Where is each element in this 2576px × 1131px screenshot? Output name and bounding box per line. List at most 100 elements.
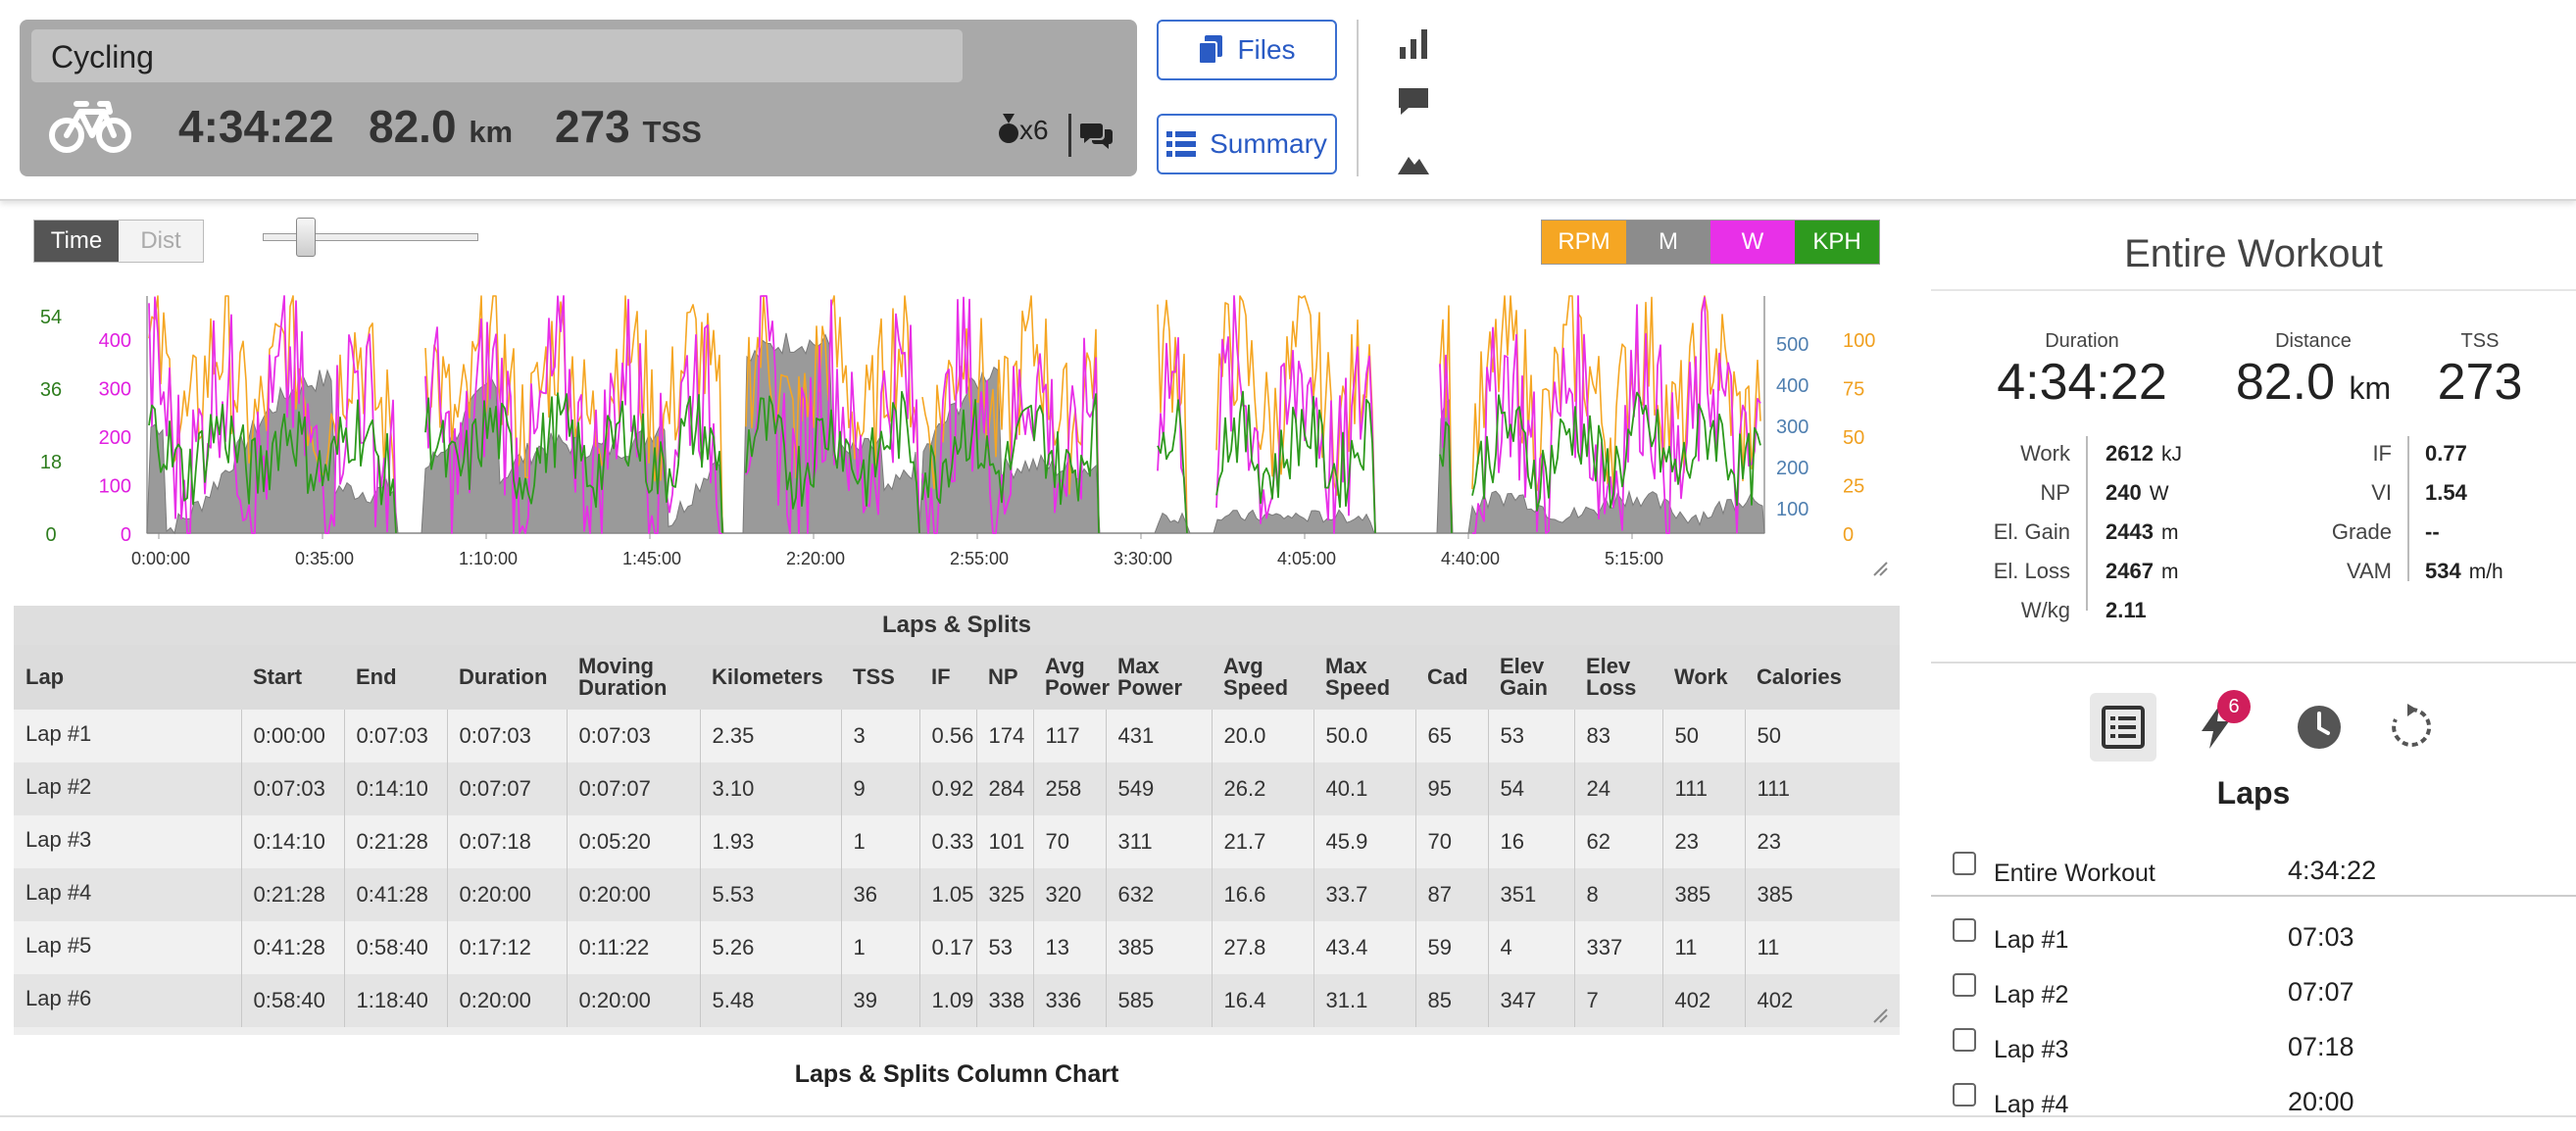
comments-icon[interactable] (1080, 118, 1114, 151)
lap-name: Entire Workout (1994, 860, 2155, 887)
elevation-icon[interactable] (1396, 145, 1431, 180)
table-cell: 24 (1573, 762, 1662, 815)
legend-power[interactable]: W (1710, 221, 1795, 264)
legend-speed[interactable]: KPH (1795, 221, 1879, 264)
laps-item[interactable]: Lap #1 07:03 (1953, 914, 2576, 954)
ew-stat-unit: W (2149, 482, 2169, 505)
workout-chart[interactable]: 0 18 36 54 0 100 200 300 400 100 200 300 400 500 0 25 50… (0, 274, 1902, 588)
lap-name-cell: Lap #5 (14, 921, 241, 974)
table-cell: 95 (1414, 762, 1488, 815)
column-header[interactable]: Max Speed (1313, 645, 1415, 710)
legend-rpm[interactable]: RPM (1542, 221, 1626, 264)
elevation-axis-tick: 100 (1776, 499, 1808, 520)
column-header[interactable]: Avg Speed (1212, 645, 1313, 710)
lap-time: 07:07 (2288, 977, 2354, 1007)
lap-checkbox[interactable] (1953, 1028, 1976, 1052)
column-header[interactable]: Kilometers (700, 645, 841, 710)
laps-splits-title: Laps & Splits (14, 606, 1900, 645)
summary-button[interactable]: Summary (1157, 114, 1337, 174)
column-header[interactable]: Avg Power (1033, 645, 1110, 710)
table-cell: 258 (1032, 762, 1106, 815)
table-cell: 0:20:00 (566, 974, 700, 1027)
files-button[interactable]: Files (1157, 20, 1337, 80)
table-cell: 70 (1032, 815, 1106, 868)
table-cell: 0:07:03 (446, 710, 567, 762)
column-header[interactable]: NP (976, 645, 1033, 710)
chart-resize-handle[interactable] (1870, 559, 1888, 576)
bar-chart-icon[interactable] (1396, 25, 1431, 61)
column-header[interactable]: Start (241, 645, 344, 710)
table-row[interactable]: Lap #6 0:58:40 1:18:40 0:20:00 0:20:00 5.48 39… (14, 974, 1900, 1027)
table-row[interactable]: Lap #5 0:41:28 0:58:40 0:17:12 0:11:22 5.26 1 0… (14, 921, 1900, 974)
column-header[interactable]: IF (919, 645, 976, 710)
time-tab[interactable] (2286, 693, 2353, 762)
laps-list-tab[interactable] (2090, 693, 2156, 762)
column-header[interactable]: Lap (14, 645, 241, 710)
workout-title[interactable]: Cycling (31, 29, 963, 82)
lap-checkbox[interactable] (1953, 852, 1976, 875)
bottom-divider (0, 1115, 2576, 1117)
column-header[interactable]: Work (1662, 645, 1745, 710)
x-axis-tick: 4:40:00 (1441, 549, 1500, 568)
header-separator (1068, 114, 1071, 157)
table-cell: 1.09 (918, 974, 976, 1027)
lap-checkbox[interactable] (1953, 1083, 1976, 1106)
ew-tss: TSS 273 (2431, 330, 2529, 412)
table-cell: 54 (1487, 762, 1574, 815)
table-row[interactable]: Lap #4 0:21:28 0:41:28 0:20:00 0:20:00 5.53 36… (14, 868, 1900, 921)
ew-stat-label-text: IF (2372, 441, 2392, 466)
time-toggle-button[interactable]: Time (34, 221, 119, 262)
laps-item[interactable]: Lap #4 20:00 (1953, 1079, 2576, 1118)
column-header[interactable]: Max Power (1106, 645, 1212, 710)
column-header[interactable]: Moving Duration (567, 645, 700, 710)
lap-checkbox[interactable] (1953, 918, 1976, 942)
table-resize-handle[interactable] (1870, 1006, 1888, 1023)
refresh-tab[interactable] (2378, 693, 2445, 762)
column-header[interactable]: End (344, 645, 447, 710)
ew-stat-label: VI (1931, 480, 2392, 508)
column-header[interactable]: Duration (447, 645, 567, 710)
files-button-label: Files (1237, 34, 1296, 65)
table-cell: 53 (1487, 710, 1574, 762)
table-cell: 8 (1573, 868, 1662, 921)
column-header-label: Power (1117, 675, 1183, 700)
table-cell: 402 (1744, 974, 1900, 1027)
table-cell: 21.7 (1211, 815, 1313, 868)
table-cell: 284 (975, 762, 1033, 815)
table-row[interactable]: Lap #2 0:07:03 0:14:10 0:07:07 0:07:07 3.10 9 0… (14, 762, 1900, 815)
column-header[interactable]: Cad (1415, 645, 1488, 710)
table-row[interactable]: Lap #1 0:00:00 0:07:03 0:07:03 0:07:03 2.35 3 0… (14, 710, 1900, 762)
legend-elevation[interactable]: M (1626, 221, 1710, 264)
laps-item[interactable]: Lap #3 07:18 (1953, 1024, 2576, 1063)
table-cell: 338 (975, 974, 1033, 1027)
table-cell: 27.8 (1211, 921, 1313, 974)
speed-axis-tick: 0 (45, 524, 56, 546)
table-row[interactable]: Lap #3 0:14:10 0:21:28 0:07:18 0:05:20 1.93 1 0… (14, 815, 1900, 868)
ew-stat-label: NP (1931, 480, 2070, 508)
lap-checkbox[interactable] (1953, 973, 1976, 997)
ew-stat-value-text: 2443 (2105, 519, 2154, 544)
column-header[interactable]: Elev Loss (1574, 645, 1662, 710)
column-header-label: Avg (1223, 654, 1263, 678)
distance-toggle-button[interactable]: Dist (119, 221, 203, 262)
speed-axis-tick: 36 (40, 379, 62, 401)
column-header[interactable]: Calories (1745, 645, 1900, 710)
column-header-label: Duration (459, 664, 548, 689)
table-cell: 5.53 (699, 868, 841, 921)
column-header[interactable]: TSS (841, 645, 919, 710)
comment-icon[interactable] (1396, 84, 1431, 120)
column-header[interactable]: Elev Gain (1488, 645, 1574, 710)
laps-item[interactable]: Lap #2 07:07 (1953, 969, 2576, 1008)
laps-item-entire[interactable]: Entire Workout 4:34:22 (1953, 848, 2576, 887)
table-cell: 62 (1573, 815, 1662, 868)
ew-stat-value-text: 1.54 (2425, 480, 2467, 505)
smoothing-slider-track[interactable] (263, 233, 478, 241)
column-header-label: IF (931, 664, 951, 689)
lap-name-cell: Lap #3 (14, 815, 241, 868)
power-peaks-tab[interactable] (2182, 693, 2249, 762)
medals-indicator[interactable]: x6 (998, 114, 1049, 146)
smoothing-slider-handle[interactable] (296, 218, 316, 257)
table-cell: 1 (840, 921, 919, 974)
table-cell: 325 (975, 868, 1033, 921)
ew-stat-value-text: 2467 (2105, 559, 2154, 583)
